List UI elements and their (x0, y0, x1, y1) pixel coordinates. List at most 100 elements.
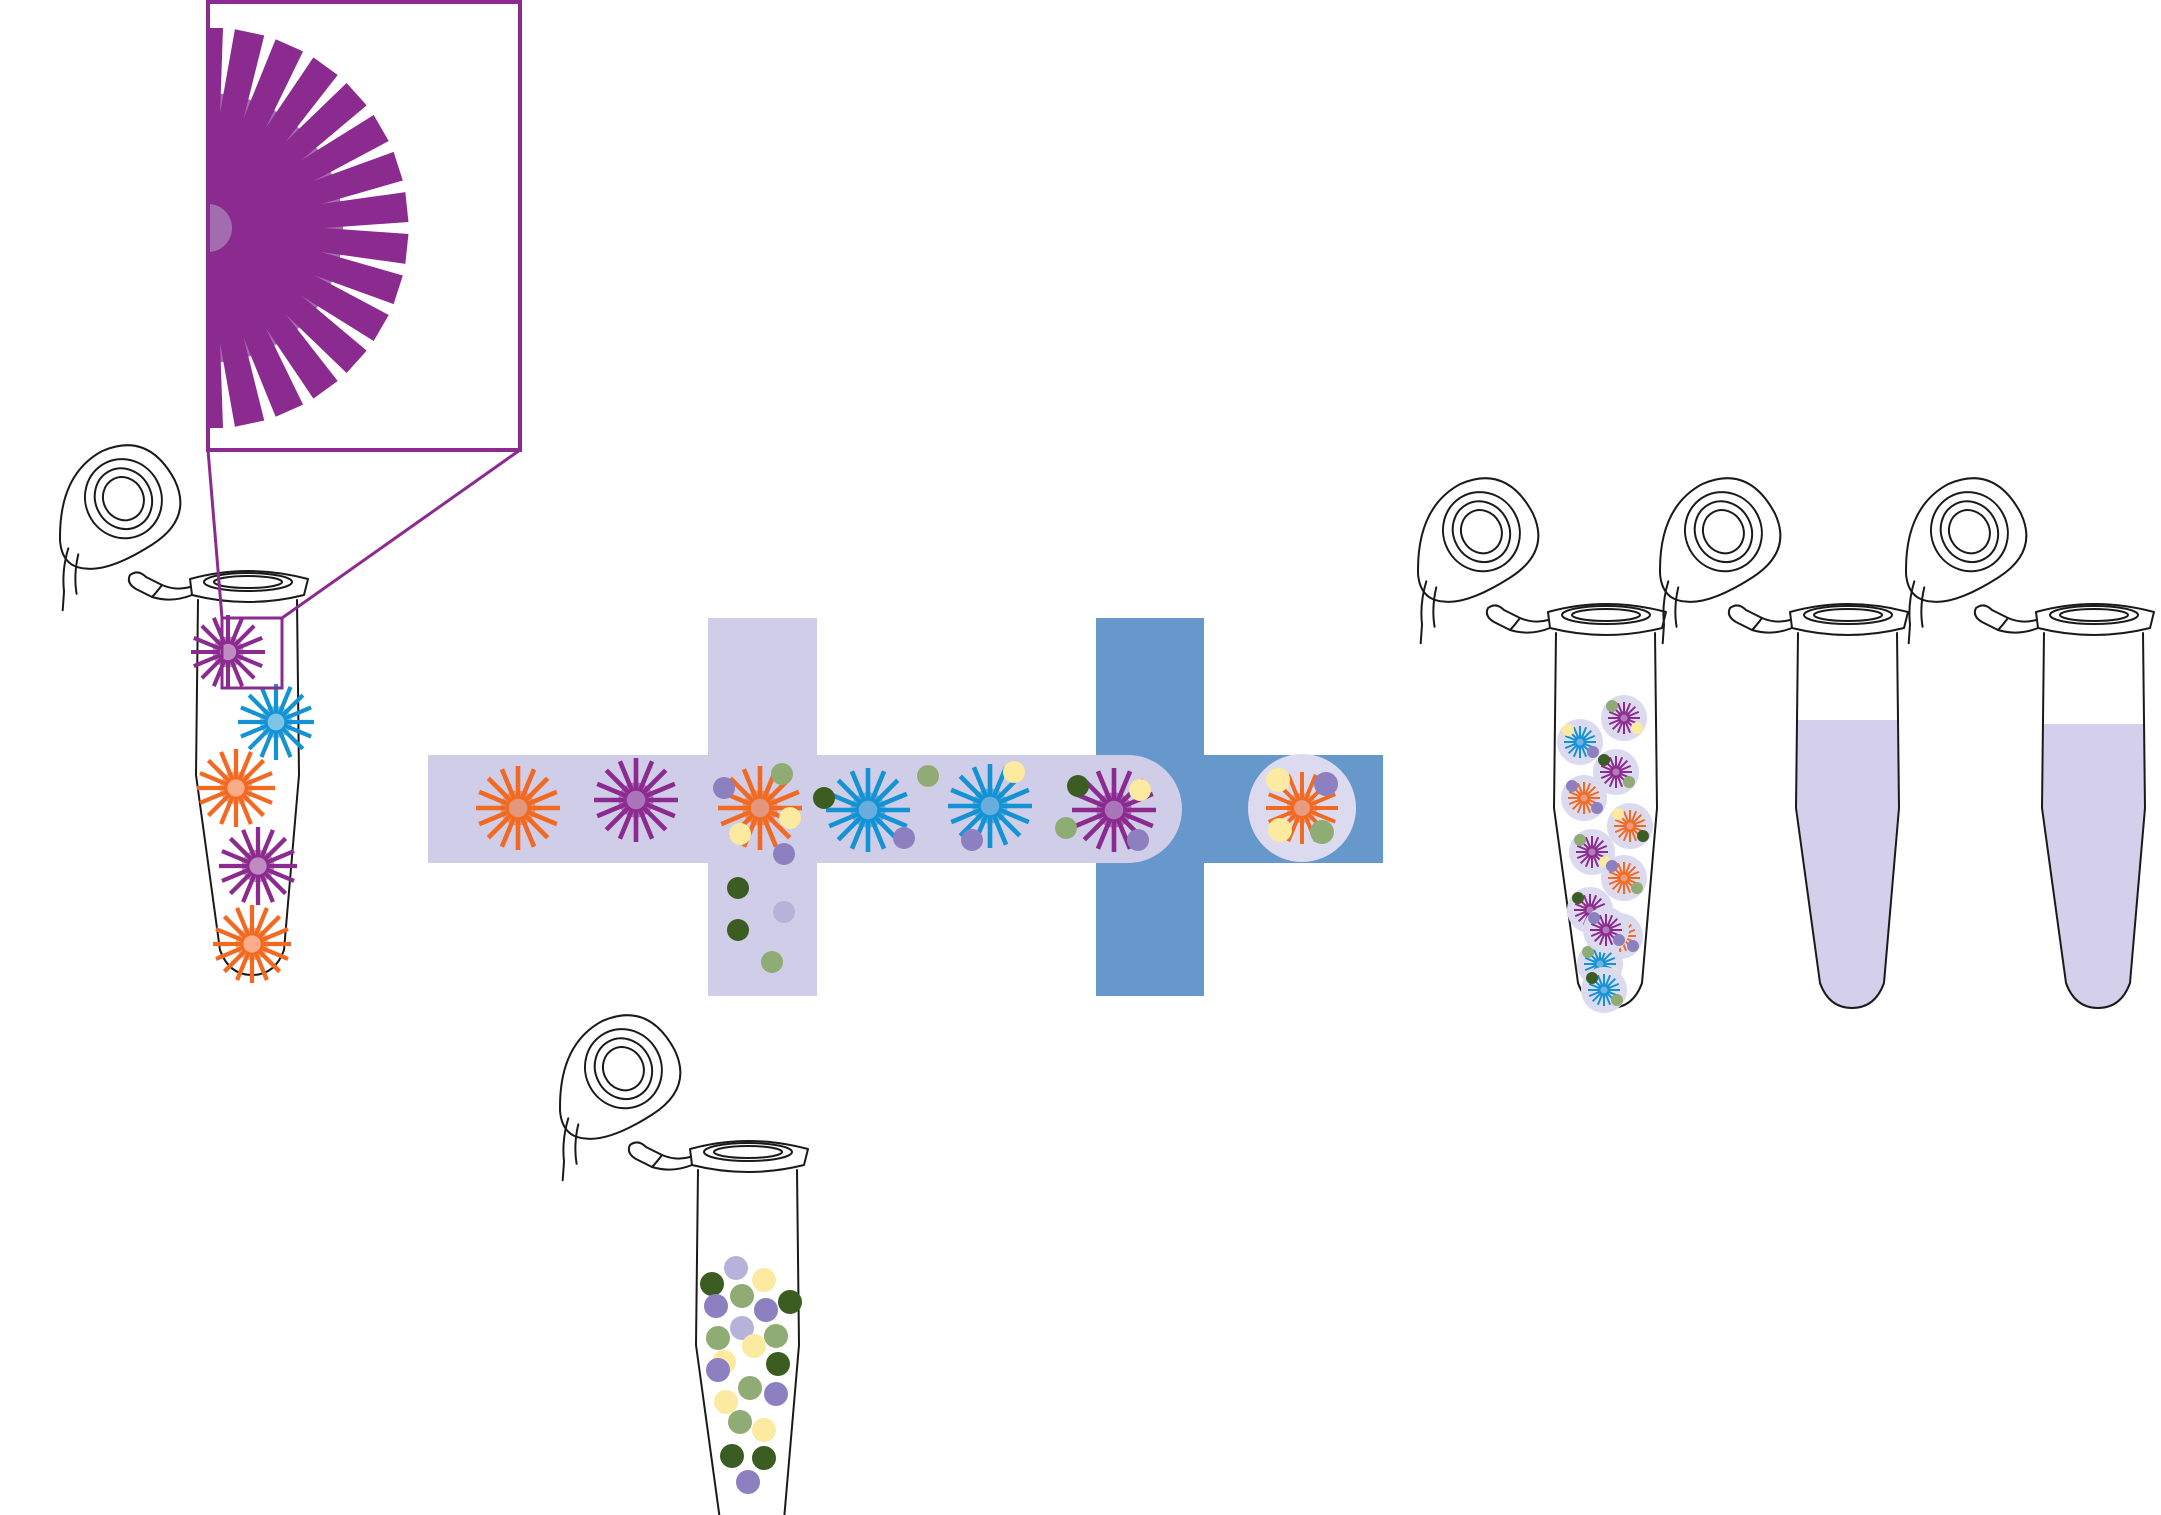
cell-spike (228, 870, 254, 896)
yellow-bead (1612, 808, 1624, 820)
cell-spike (1584, 964, 1598, 972)
lid-ring (1929, 491, 2009, 573)
zoom-connector-line (281, 448, 521, 620)
blue-cell (948, 764, 1032, 848)
cell-spike (1602, 956, 1616, 964)
cell-spike (1626, 870, 1640, 878)
cell-spike (997, 807, 1030, 825)
cell-spike (253, 907, 269, 937)
cell-spike (1584, 956, 1598, 964)
cell-spike (1600, 772, 1614, 780)
tube-lid (559, 1014, 682, 1182)
cell-spike (519, 768, 537, 801)
cell-spike (240, 792, 266, 818)
cell-spike (1576, 844, 1590, 852)
lid-tab (561, 1117, 570, 1182)
cell-spike (237, 751, 253, 781)
cell-spike (1625, 865, 1637, 877)
yellow-bead (1003, 761, 1025, 783)
zoomed-spike (209, 246, 304, 417)
tube-rim (1547, 603, 1667, 636)
spike-shape (208, 252, 223, 428)
lid-ring-inner (1693, 500, 1754, 564)
cell-spike (206, 792, 232, 818)
spike-shape (208, 249, 265, 427)
cell-spike (643, 801, 676, 819)
cell-spike (849, 817, 867, 850)
cell-spike (1585, 785, 1597, 797)
cell-spike (1598, 914, 1606, 928)
tube-hinge (1973, 604, 2039, 634)
lavender-bead (764, 1382, 788, 1406)
sage-bead (728, 1410, 752, 1434)
dark-green-bead (720, 1444, 744, 1468)
cell-spike (259, 686, 275, 716)
tube-rim (689, 1140, 809, 1173)
cell-spike (215, 927, 245, 943)
tube-opening (2049, 605, 2139, 625)
cell-spike (256, 914, 282, 940)
cell-spike (219, 795, 235, 825)
cell-spike (596, 801, 629, 819)
zoom-connector-line (206, 449, 224, 619)
cell-spike (280, 693, 305, 718)
cell-spike (1626, 710, 1640, 718)
cell-spike (1582, 734, 1596, 742)
tube-opening-inner (2059, 608, 2129, 622)
cell-spike (1598, 932, 1606, 946)
cell-spike (1592, 948, 1600, 962)
cell-spike (1584, 782, 1592, 796)
cell-spike (1074, 811, 1107, 829)
cell-spike (1582, 894, 1590, 908)
dark-green-bead (752, 1446, 776, 1470)
cell-spike (1622, 810, 1630, 824)
cell-suspension-tube (59, 444, 314, 983)
lid-ring (1683, 491, 1763, 573)
tube-body (1795, 632, 1900, 1009)
cell-spike (1625, 705, 1637, 717)
cell-spike (229, 658, 245, 687)
lid-tab (1419, 580, 1428, 645)
cell-spike (1616, 756, 1624, 770)
yellow-bead (714, 1390, 738, 1414)
droplet-emulsion-tube (1417, 477, 1667, 1013)
cell-spike (256, 948, 282, 974)
zoomed-spike (230, 192, 409, 235)
zoom-inset (206, 0, 522, 690)
tube-hinge (1751, 617, 1763, 631)
zoomed-spike (214, 242, 338, 399)
cell-spike (232, 656, 256, 680)
cell-spike (1608, 756, 1616, 770)
cell-spike (277, 686, 293, 716)
cell-spike (869, 817, 887, 850)
tube-opening (203, 572, 293, 592)
cell-spike (228, 836, 254, 862)
cell-spike (1616, 702, 1624, 716)
lid-tab (1920, 586, 1926, 628)
cell-spike (193, 635, 222, 651)
cell-spike (1577, 911, 1589, 923)
cell-spike (1606, 982, 1620, 990)
emulsion-droplet (1569, 829, 1615, 875)
lid-plug (1459, 509, 1503, 555)
cell-spike (1590, 894, 1598, 908)
zoomed-spike (219, 83, 367, 219)
cell-spike (259, 829, 275, 859)
separated-liquid-tube (1659, 477, 1909, 1009)
spike-shape (228, 226, 403, 305)
lid-outer (1417, 477, 1540, 603)
cell-spike (767, 789, 800, 807)
zoomed-spike (219, 237, 367, 373)
cell-spike (259, 873, 275, 903)
spike-shape (209, 246, 304, 417)
zoomed-cell-spikes (208, 28, 409, 428)
tube-hinge (127, 571, 193, 601)
cell-spike (604, 768, 632, 796)
cell-spike (828, 811, 861, 829)
cell-spike (232, 624, 256, 648)
lavender-bead (773, 843, 795, 865)
cell-spike (1604, 974, 1612, 988)
cell-spike (215, 945, 245, 961)
emulsion-droplet (1557, 719, 1603, 765)
tube-hinge (1727, 604, 1793, 634)
